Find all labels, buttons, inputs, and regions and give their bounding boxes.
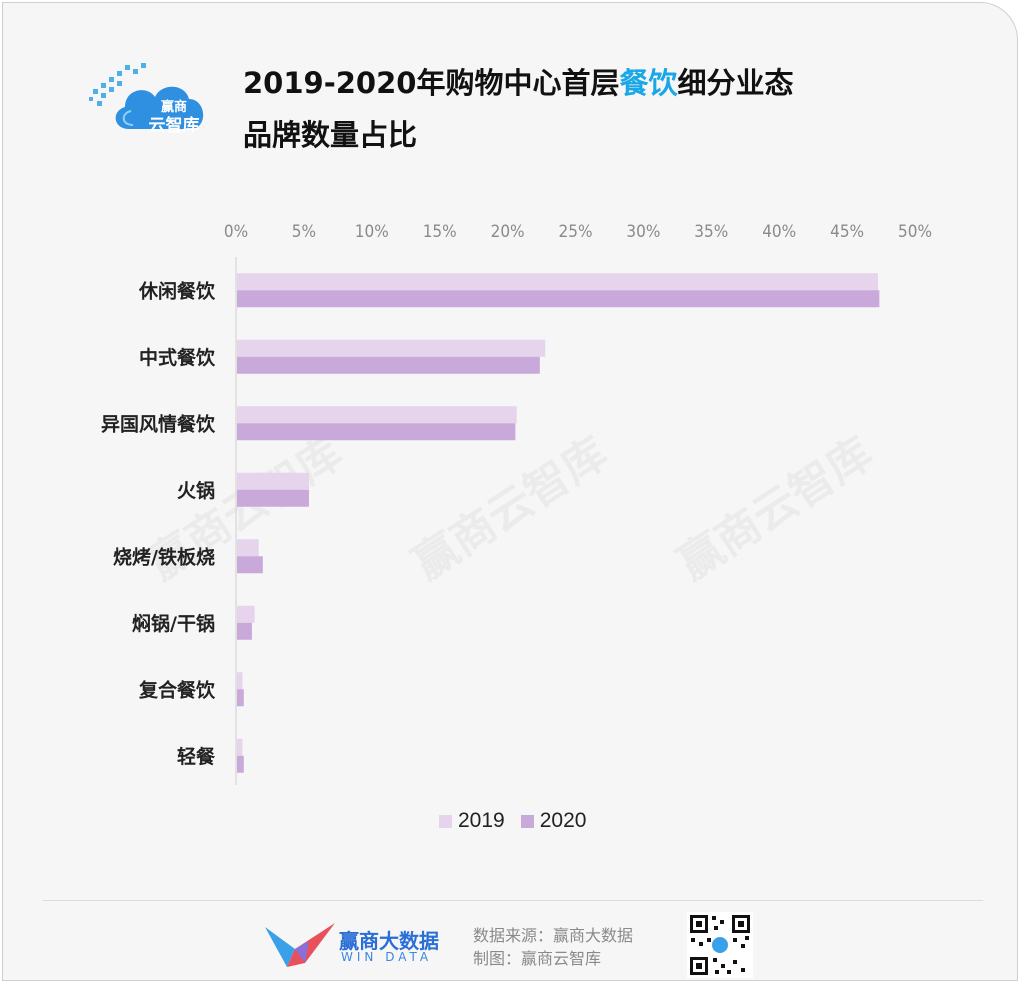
bar-2019 [237,672,243,690]
cloud-logo-icon [89,63,204,129]
chart-title: 2019-2020年购物中心首层餐饮细分业态 品牌数量占比 [243,57,794,161]
title-highlight: 餐饮 [619,66,678,100]
bar-2020 [237,689,244,707]
bar-2020 [237,755,244,773]
legend-swatch-2019 [439,814,452,828]
x-tick-label: 50% [898,222,932,242]
logo-text: 赢商 云智库 [129,99,219,135]
category-label: 焖锅/干锅 [132,612,215,635]
title-part-1: 2019-2020年购物中心首层 [243,66,620,100]
x-tick-label: 15% [423,222,457,242]
category-label: 火锅 [177,479,215,502]
brand-logo-icon [265,923,335,967]
category-label: 复合餐饮 [138,678,216,701]
x-tick-label: 25% [559,222,593,242]
source-text: 数据来源：赢商大数据 制图：赢商云智库 [473,924,633,970]
legend-item-2020: 2020 [520,809,587,833]
brand-name: 赢商大数据 [339,929,439,953]
brand-subtitle: WIN DATA [341,950,433,964]
legend-label-2019: 2019 [458,809,505,832]
x-tick-label: 20% [491,222,525,242]
x-tick-label: 35% [694,222,728,242]
bar-2019 [237,539,259,557]
x-tick-label: 10% [355,222,389,242]
bar-2020 [237,489,309,507]
x-tick-label: 30% [626,222,660,242]
category-label: 轻餐 [177,745,216,768]
bar-chart: 0% 5% 10% 15% 20% 25% 30% 35% 40% 45% 50% 休闲餐饮中式餐饮异… [101,222,932,785]
made-by: 制图：赢商云智库 [473,949,602,968]
x-tick-label: 5% [292,222,316,242]
bar-2019 [237,738,243,756]
bar-2020 [237,290,880,308]
bar-2020 [237,556,263,574]
legend: 2019 2020 [439,808,586,834]
bar-2019 [237,339,546,357]
bar-2020 [237,622,252,640]
bar-2020 [237,356,540,374]
title-line-2: 品牌数量占比 [243,118,418,152]
x-tick-label: 40% [762,222,796,242]
bar-2019 [237,273,878,291]
category-label: 中式餐饮 [139,346,216,369]
logo-small-text: 赢商 [160,100,187,115]
legend-swatch-2020 [520,814,534,828]
x-tick-label: 0% [224,222,248,242]
bar-2019 [237,472,309,490]
qr-code-icon [687,912,753,978]
data-source: 数据来源：赢商大数据 [473,926,634,945]
title-part-2: 细分业态 [677,66,794,100]
category-label: 异国风情餐饮 [101,412,216,435]
bar-2019 [237,406,517,424]
x-tick-label: 45% [830,222,864,242]
bar-2020 [237,423,516,441]
legend-label-2020: 2020 [539,809,587,832]
category-label: 烧烤/铁板烧 [113,545,215,568]
legend-item-2019: 2019 [439,809,505,833]
bar-2019 [237,605,255,623]
logo-big-text: 云智库 [148,116,200,136]
footer-divider [43,900,983,901]
category-label: 休闲餐饮 [138,279,216,302]
